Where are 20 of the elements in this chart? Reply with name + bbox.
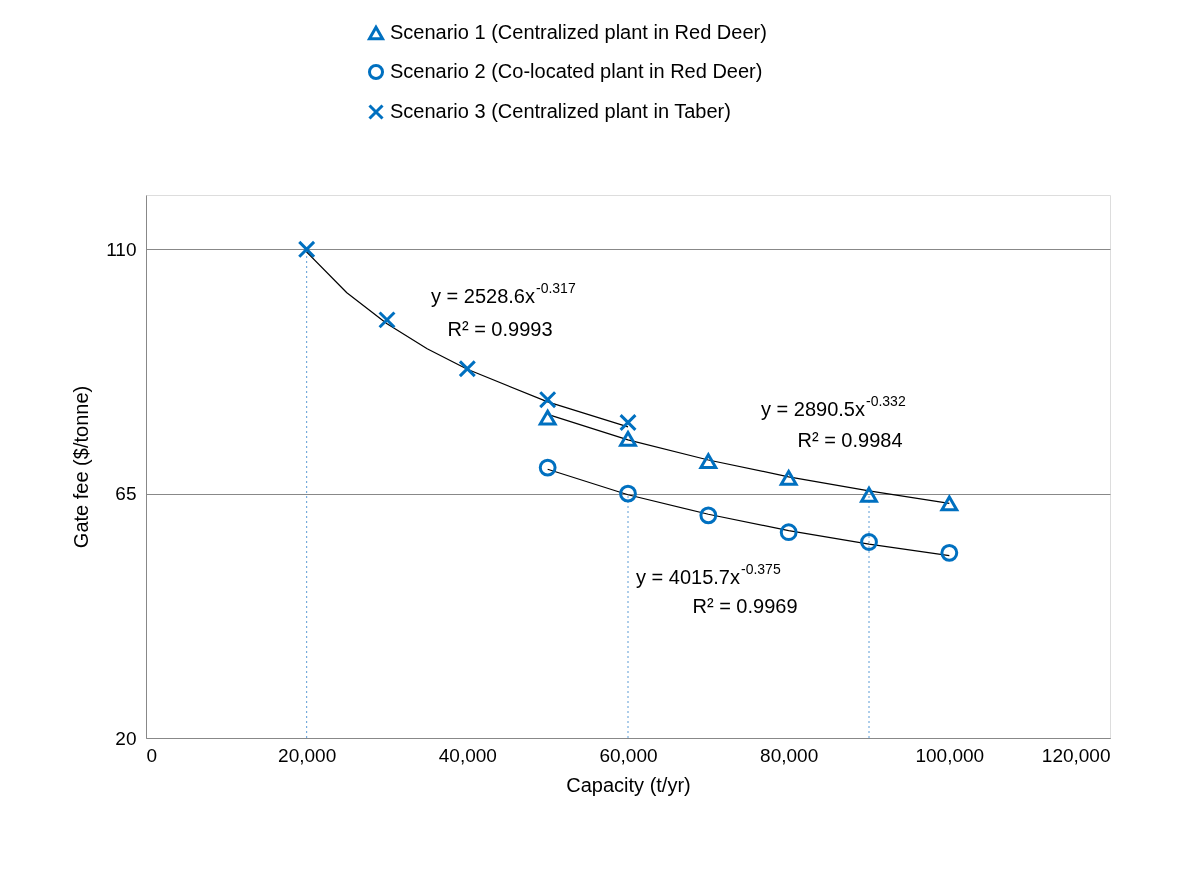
legend-label: Scenario 2 (Co-located plant in Red Deer) (390, 60, 763, 82)
y-tick-label: 110 (106, 238, 137, 260)
x-tick-label: 100,000 (915, 744, 985, 766)
x-tick-label: 20,000 (278, 744, 337, 766)
line-series (306, 251, 629, 428)
x-tick-label: 60,000 (599, 744, 658, 766)
annotation: R² = 0.9969 (692, 595, 798, 617)
y-tick-label: 65 (115, 483, 137, 505)
y-axis-title: Gate fee ($/tonne) (70, 385, 93, 549)
line-series (547, 468, 950, 557)
x-tick-label: 0 (146, 744, 158, 766)
x-tick-label: 80,000 (760, 744, 819, 766)
legend-label: Scenario 1 (Centralized plant in Red Deer) (390, 21, 767, 43)
x-tick-label: 40,000 (438, 744, 497, 766)
annotation: R² = 0.9984 (797, 429, 903, 451)
x-tick-label: 120,000 (1041, 744, 1111, 766)
y-tick-label: 20 (115, 727, 137, 749)
annotation: R² = 0.9993 (447, 318, 553, 340)
x-axis-title: Capacity (t/yr) (566, 773, 691, 796)
legend-label: Scenario 3 (Centralized plant in Taber) (390, 100, 731, 122)
